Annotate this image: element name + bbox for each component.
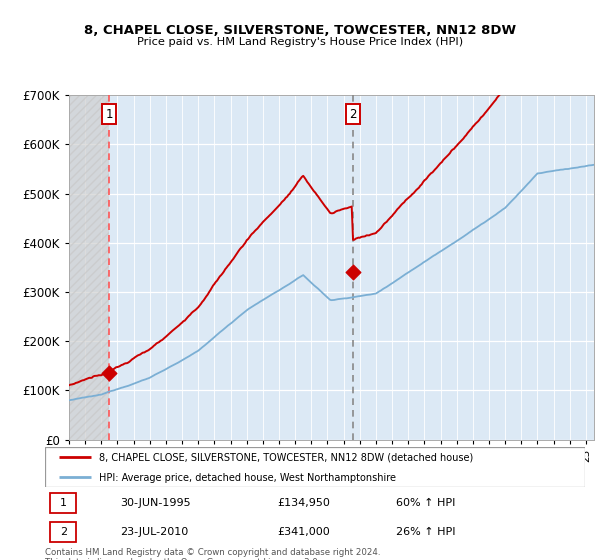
Text: 23-JUL-2010: 23-JUL-2010	[121, 527, 189, 537]
Text: 8, CHAPEL CLOSE, SILVERSTONE, TOWCESTER, NN12 8DW: 8, CHAPEL CLOSE, SILVERSTONE, TOWCESTER,…	[84, 24, 516, 36]
Bar	[50, 522, 76, 542]
Text: 2: 2	[60, 527, 67, 537]
Text: 30-JUN-1995: 30-JUN-1995	[121, 498, 191, 508]
Point	[104, 368, 114, 377]
Text: £134,950: £134,950	[277, 498, 330, 508]
Text: 1: 1	[60, 498, 67, 508]
Text: 8, CHAPEL CLOSE, SILVERSTONE, TOWCESTER, NN12 8DW (detached house): 8, CHAPEL CLOSE, SILVERSTONE, TOWCESTER,…	[99, 453, 473, 463]
Text: Price paid vs. HM Land Registry's House Price Index (HPI): Price paid vs. HM Land Registry's House …	[137, 37, 463, 47]
Text: 26% ↑ HPI: 26% ↑ HPI	[396, 527, 455, 537]
Text: HPI: Average price, detached house, West Northamptonshire: HPI: Average price, detached house, West…	[99, 473, 396, 483]
Text: 1: 1	[106, 108, 113, 120]
Text: 60% ↑ HPI: 60% ↑ HPI	[396, 498, 455, 508]
Point	[348, 267, 358, 276]
Text: Contains HM Land Registry data © Crown copyright and database right 2024.
This d: Contains HM Land Registry data © Crown c…	[45, 548, 380, 560]
Bar	[50, 493, 76, 513]
Text: £341,000: £341,000	[277, 527, 330, 537]
Bar	[69, 95, 109, 440]
Text: 2: 2	[349, 108, 357, 120]
